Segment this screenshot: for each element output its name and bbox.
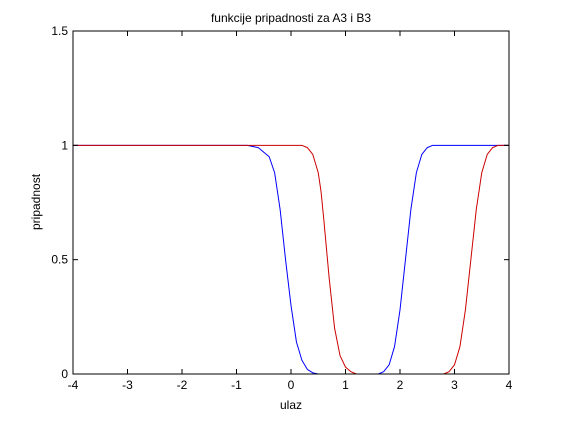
tick-layer: -4 -3 -2 -1 0 1 2 3 4 0 0.5 1 1.5 — [51, 24, 512, 392]
x-tick-label: -3 — [122, 378, 133, 392]
x-tick-label: 2 — [397, 378, 404, 392]
x-tick-label: 4 — [506, 378, 513, 392]
x-tick-label: -1 — [231, 378, 242, 392]
y-tick-label: 0 — [61, 367, 68, 381]
plot-area — [73, 31, 509, 374]
x-tick-label: 3 — [451, 378, 458, 392]
x-tick-label: -2 — [177, 378, 188, 392]
x-tick-label: 1 — [342, 378, 349, 392]
y-tick-label: 0.5 — [51, 253, 68, 267]
x-axis-label: ulaz — [280, 398, 302, 412]
y-tick-label: 1 — [61, 138, 68, 152]
y-axis-label: pripadnost — [29, 173, 43, 230]
x-tick-label: -4 — [68, 378, 79, 392]
chart-title: funkcije pripadnosti za A3 i B3 — [211, 11, 371, 25]
y-tick-label: 1.5 — [51, 24, 68, 38]
x-tick-label: 0 — [288, 378, 295, 392]
